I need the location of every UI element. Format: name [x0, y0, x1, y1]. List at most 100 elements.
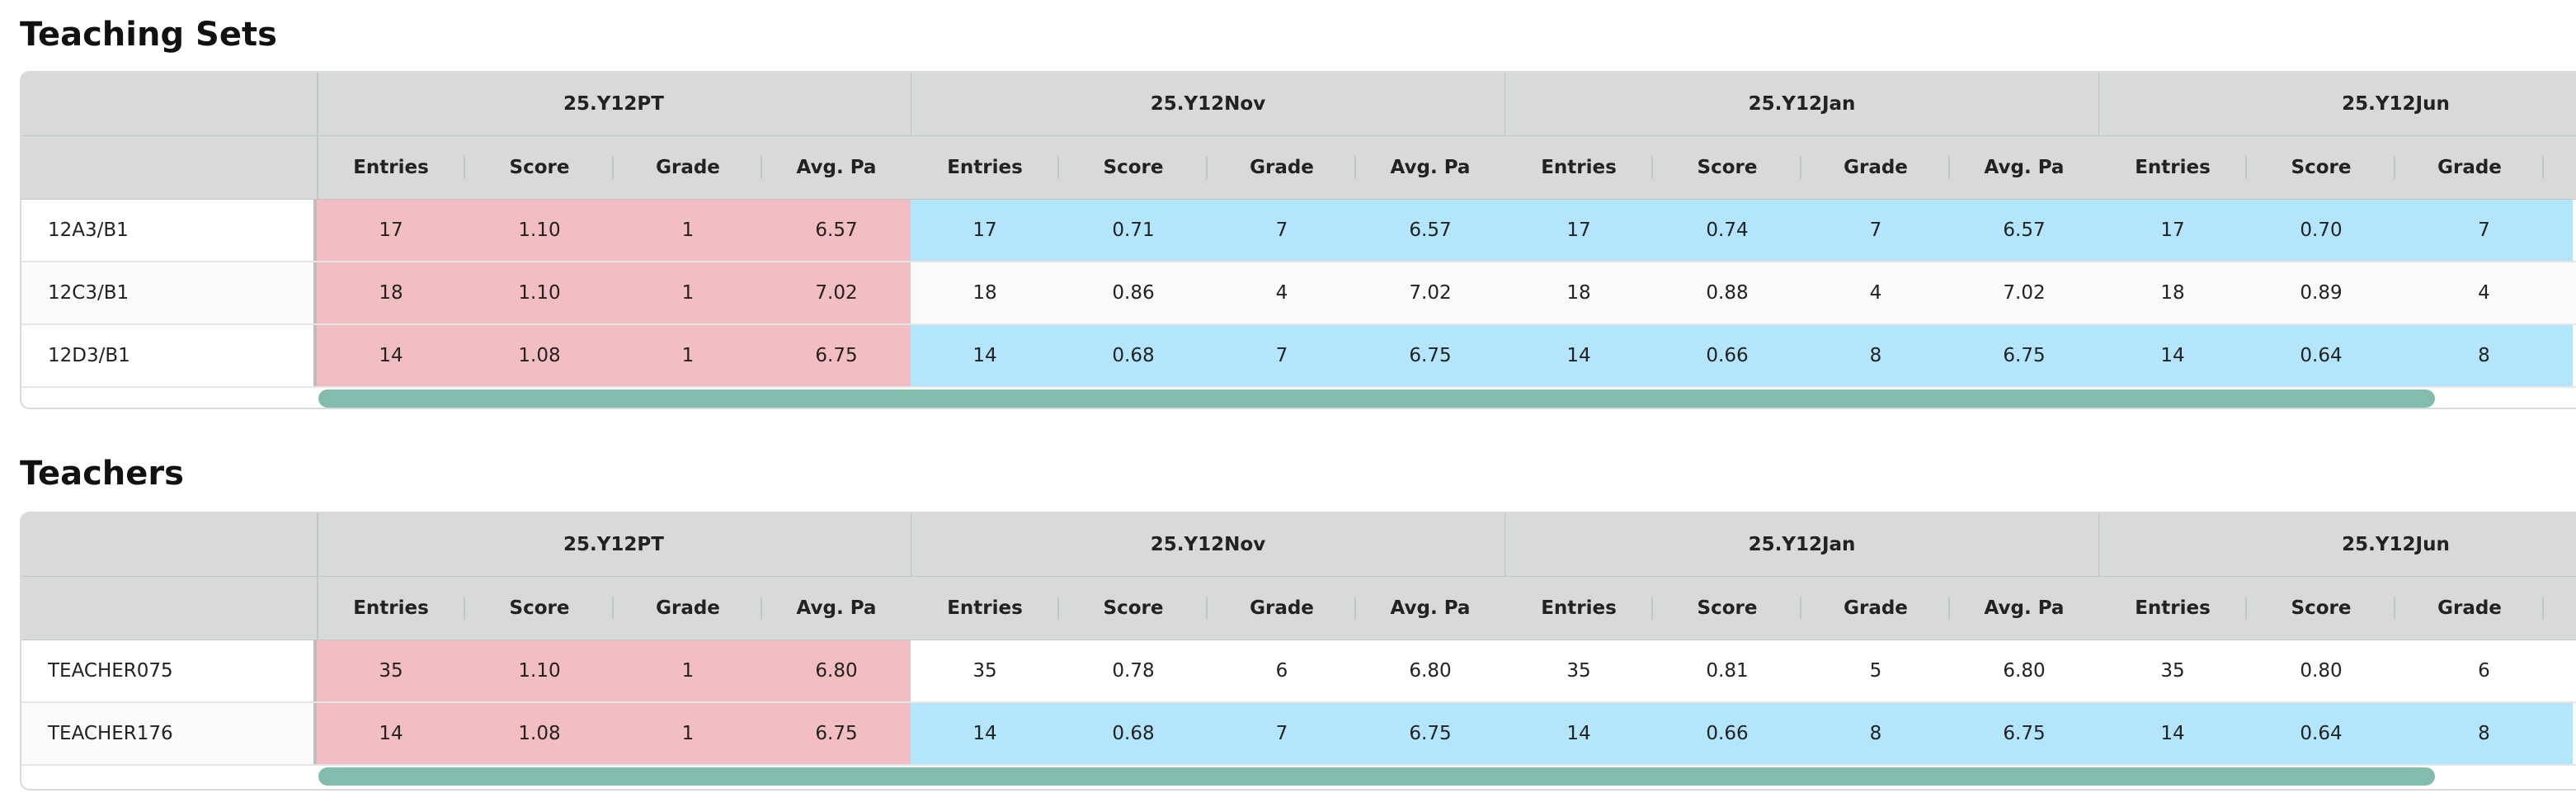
teaching-sets-column-header[interactable]: Entries [911, 136, 1059, 199]
column-resize-handle[interactable] [1206, 156, 1208, 179]
column-resize-handle[interactable] [612, 597, 614, 620]
teachers-column-header[interactable]: Grade [614, 577, 762, 640]
teaching-sets-column-header[interactable]: Avg. Pa [762, 136, 911, 199]
teaching-sets-title: Teaching Sets [20, 16, 277, 54]
column-resize-handle[interactable] [761, 156, 762, 179]
teaching-sets-column-header[interactable]: Avg. Pa [1950, 136, 2098, 199]
teachers-column-header-label: Score [2291, 597, 2352, 619]
teaching-sets-column-header[interactable]: Score [2247, 136, 2395, 199]
column-resize-handle[interactable] [612, 156, 614, 179]
teachers-column-header[interactable]: Entries [2098, 577, 2247, 640]
teaching-sets-table-cell: 6.57 [1950, 200, 2098, 261]
column-resize-handle[interactable] [2394, 156, 2395, 179]
teaching-sets-table-cell: 17 [2098, 200, 2247, 261]
column-resize-handle[interactable] [1948, 156, 1950, 179]
teachers-table-cell: 0.78 [1112, 660, 1155, 682]
column-resize-handle[interactable] [1057, 597, 1059, 620]
teaching-sets-column-header[interactable]: Grade [614, 136, 762, 199]
column-resize-handle[interactable] [2394, 597, 2395, 620]
teaching-sets-column-header-label: Grade [656, 157, 720, 178]
teachers-table-cell: 0.80 [2300, 660, 2343, 682]
teachers-column-header-label: Grade [1250, 597, 1314, 619]
teachers-table-cell: 6.80 [2003, 660, 2046, 682]
teaching-sets-column-header[interactable]: Entries [1505, 136, 1653, 199]
teachers-table-row[interactable]: TEACHER075 35 1.10 1 6.80 35 0.78 6 6.80 35 0.81 5 6… [21, 640, 2576, 703]
column-resize-handle[interactable] [1948, 597, 1950, 620]
column-resize-handle[interactable] [761, 597, 762, 620]
column-resize-handle[interactable] [1651, 597, 1653, 620]
teaching-sets-table-cell: 4 [1275, 282, 1288, 304]
teaching-sets-column-header-label: Avg. Pa [1984, 157, 2065, 178]
teachers-horizontal-scrollbar[interactable] [318, 767, 2435, 786]
teachers-row-label: TEACHER075 [21, 640, 317, 701]
teachers-title: Teachers [20, 455, 184, 493]
column-resize-handle[interactable] [1057, 156, 1059, 179]
teachers-column-header-label: Entries [947, 597, 1023, 619]
teachers-column-header[interactable]: Avg. Pa [1356, 577, 1505, 640]
teachers-column-header-label: Score [509, 597, 570, 619]
teachers-column-header-label: Entries [2135, 597, 2211, 619]
teaching-sets-table-row[interactable]: 12D3/B1 14 1.08 1 6.75 14 0.68 7 6.75 14 0.66 8 6.75… [21, 325, 2576, 388]
teaching-sets-table-row[interactable]: 12C3/B1 18 1.10 1 7.02 18 0.86 4 7.02 18 0.88 4 7.02… [21, 262, 2576, 325]
teaching-sets-column-header[interactable]: Entries [317, 136, 465, 199]
teaching-sets-table-cell: 7.02 [2003, 282, 2046, 304]
teachers-table-cell: 7 [1208, 703, 1356, 764]
teachers-column-header[interactable]: Score [2247, 577, 2395, 640]
teachers-table-cell: 6.75 [1950, 703, 2098, 764]
teaching-sets-table-cell: 6.57 [1356, 200, 1505, 261]
teachers-column-header[interactable]: Entries [1505, 577, 1653, 640]
teachers-group-header: 25.Y12PT [563, 534, 664, 555]
column-resize-handle[interactable] [1800, 156, 1801, 179]
column-resize-handle[interactable] [464, 156, 465, 179]
column-resize-handle[interactable] [464, 597, 465, 620]
teachers-column-header[interactable]: Score [465, 577, 614, 640]
teachers-column-header[interactable]: Score [1059, 577, 1208, 640]
teaching-sets-column-header[interactable]: Grade [1801, 136, 1950, 199]
teachers-table-cell: 8 [1801, 703, 1950, 764]
teachers-table-cell: 14 [911, 703, 1059, 764]
column-resize-handle[interactable] [1206, 597, 1208, 620]
teaching-sets-column-header-label: Entries [1541, 157, 1617, 178]
teaching-sets-column-header-label: Grade [2437, 157, 2502, 178]
teaching-sets-column-header[interactable]: Score [465, 136, 614, 199]
teachers-column-header[interactable]: Avg. Pa [762, 577, 911, 640]
column-resize-handle[interactable] [1354, 156, 1356, 179]
teachers-table-cell: 6.80 [1409, 660, 1452, 682]
teachers-column-header-label: Grade [656, 597, 720, 619]
column-resize-handle[interactable] [2542, 597, 2544, 620]
teaching-sets-table-cell: 0.71 [1059, 200, 1208, 261]
teachers-column-header[interactable]: Score [1653, 577, 1801, 640]
teachers-column-header[interactable]: Grade [2395, 577, 2544, 640]
column-resize-handle[interactable] [2542, 156, 2544, 179]
teachers-column-header[interactable]: Entries [911, 577, 1059, 640]
teachers-column-header[interactable]: Avg. Pa [1950, 577, 2098, 640]
teaching-sets-column-header-row: Entries Score Grade Avg. Pa Entries Score Grad… [21, 136, 2576, 200]
teaching-sets-column-header[interactable]: Avg. Pa [1356, 136, 1505, 199]
teachers-table-row[interactable]: TEACHER176 14 1.08 1 6.75 14 0.68 7 6.75 14 0.66 8 6… [21, 703, 2576, 766]
column-resize-handle[interactable] [1651, 156, 1653, 179]
teachers-column-header[interactable]: Grade [1208, 577, 1356, 640]
teachers-column-header[interactable]: Grade [1801, 577, 1950, 640]
column-resize-handle[interactable] [1800, 597, 1801, 620]
teaching-sets-group-header: 25.Y12PT [563, 93, 664, 115]
column-resize-handle[interactable] [2245, 597, 2247, 620]
teaching-sets-column-header[interactable]: Entries [2098, 136, 2247, 199]
teaching-sets-group-header: 25.Y12Jan [1505, 73, 2098, 135]
teaching-sets-table-cell: 0.89 [2300, 282, 2343, 304]
teaching-sets-column-header[interactable]: Score [1653, 136, 1801, 199]
teaching-sets-column-header[interactable]: Grade [1208, 136, 1356, 199]
teaching-sets-table-cell: 18 [972, 282, 997, 304]
teaching-sets-table-cell: 7 [2395, 200, 2573, 261]
teaching-sets-horizontal-scrollbar[interactable] [318, 389, 2435, 408]
teachers-table-cell: 35 [972, 660, 997, 682]
teaching-sets-row-label: 12C3/B1 [21, 262, 317, 323]
teaching-sets-column-header[interactable]: Grade [2395, 136, 2544, 199]
teaching-sets-table-row[interactable]: 12A3/B1 17 1.10 1 6.57 17 0.71 7 6.57 17 0.74 7 6.57… [21, 200, 2576, 262]
teachers-column-header[interactable]: Entries [317, 577, 465, 640]
teaching-sets-column-header[interactable]: Score [1059, 136, 1208, 199]
teachers-column-header-row: Entries Score Grade Avg. Pa Entries Score Grad… [21, 577, 2576, 640]
column-resize-handle[interactable] [1354, 597, 1356, 620]
teaching-sets-table-cell: 0.74 [1653, 200, 1801, 261]
column-resize-handle[interactable] [2245, 156, 2247, 179]
teaching-sets-group-header: 25.Y12Jun [2098, 73, 2576, 135]
